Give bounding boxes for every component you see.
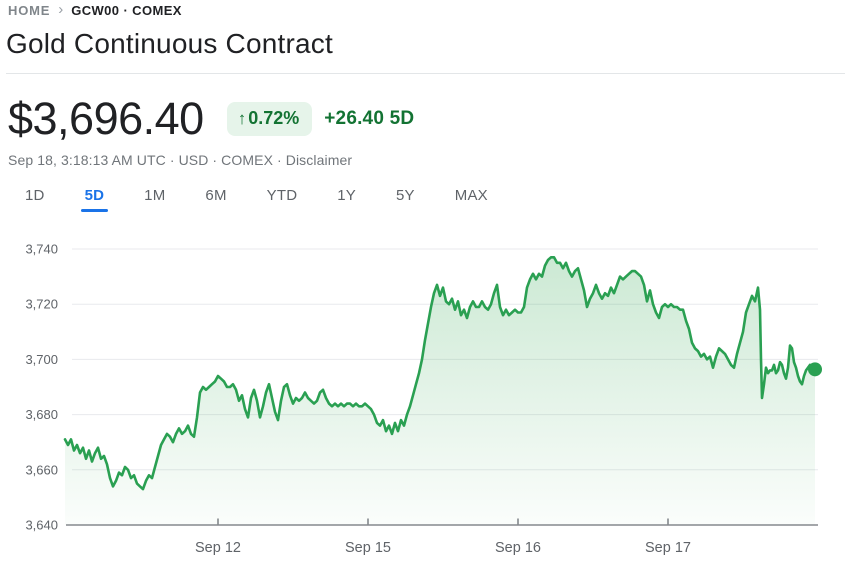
last-price-dot — [808, 362, 822, 377]
y-axis-label: 3,660 — [25, 462, 58, 477]
arrow-up-icon: ↑ — [237, 108, 247, 128]
change-absolute-value: +26.40 5D — [324, 108, 415, 129]
y-axis-label: 3,680 — [25, 407, 58, 422]
tab-1m[interactable]: 1M — [144, 185, 165, 218]
change-percent-badge: ↑ 0.72% — [226, 102, 313, 136]
disclaimer-link[interactable]: Disclaimer — [285, 152, 353, 168]
y-axis-label: 3,720 — [25, 297, 58, 312]
tab-5d[interactable]: 5D — [80, 185, 108, 218]
change-percent-value: 0.72% — [248, 108, 300, 128]
x-axis-label: Sep 17 — [645, 540, 691, 556]
quote-row: $3,696.40 ↑ 0.72% +26.40 5D — [8, 93, 414, 145]
y-axis-label: 3,640 — [25, 518, 58, 533]
y-axis-label: 3,700 — [25, 352, 58, 367]
tab-1d[interactable]: 1D — [25, 185, 45, 218]
price-area-fill — [65, 257, 815, 525]
time-range-tabs: 1D 5D 1M 6M YTD 1Y 5Y MAX — [25, 185, 488, 218]
tab-5y[interactable]: 5Y — [396, 185, 415, 218]
current-price: $3,696.40 — [8, 93, 204, 144]
x-axis-label: Sep 15 — [345, 540, 391, 556]
tab-max[interactable]: MAX — [455, 185, 488, 218]
breadcrumb-symbol: GCW00 · COMEX — [71, 3, 182, 18]
tab-6m[interactable]: 6M — [205, 185, 226, 218]
y-axis-label: 3,740 — [25, 242, 58, 257]
price-chart[interactable]: 3,640 3,660 3,680 3,700 3,720 3,740 Sep 12 Sep … — [0, 230, 853, 577]
breadcrumb-home-link[interactable]: HOME — [8, 3, 51, 18]
page-title: Gold Continuous Contract — [6, 28, 333, 59]
x-axis-label: Sep 12 — [195, 540, 241, 556]
price-line — [63, 256, 817, 491]
tab-ytd[interactable]: YTD — [267, 185, 298, 218]
header-divider — [6, 73, 845, 74]
x-axis-label: Sep 16 — [495, 540, 541, 556]
tab-1y[interactable]: 1Y — [337, 185, 356, 218]
chevron-right-icon: › — [58, 1, 64, 18]
quote-meta-line: Sep 18, 3:18:13 AM UTC · USD · COMEX · D… — [8, 152, 352, 168]
chart-area: 3,640 3,660 3,680 3,700 3,720 3,740 Sep 12 Sep … — [0, 230, 853, 577]
breadcrumb: HOME › GCW00 · COMEX — [8, 1, 182, 18]
quote-timestamp: Sep 18, 3:18:13 AM UTC · USD · COMEX · — [8, 152, 286, 168]
